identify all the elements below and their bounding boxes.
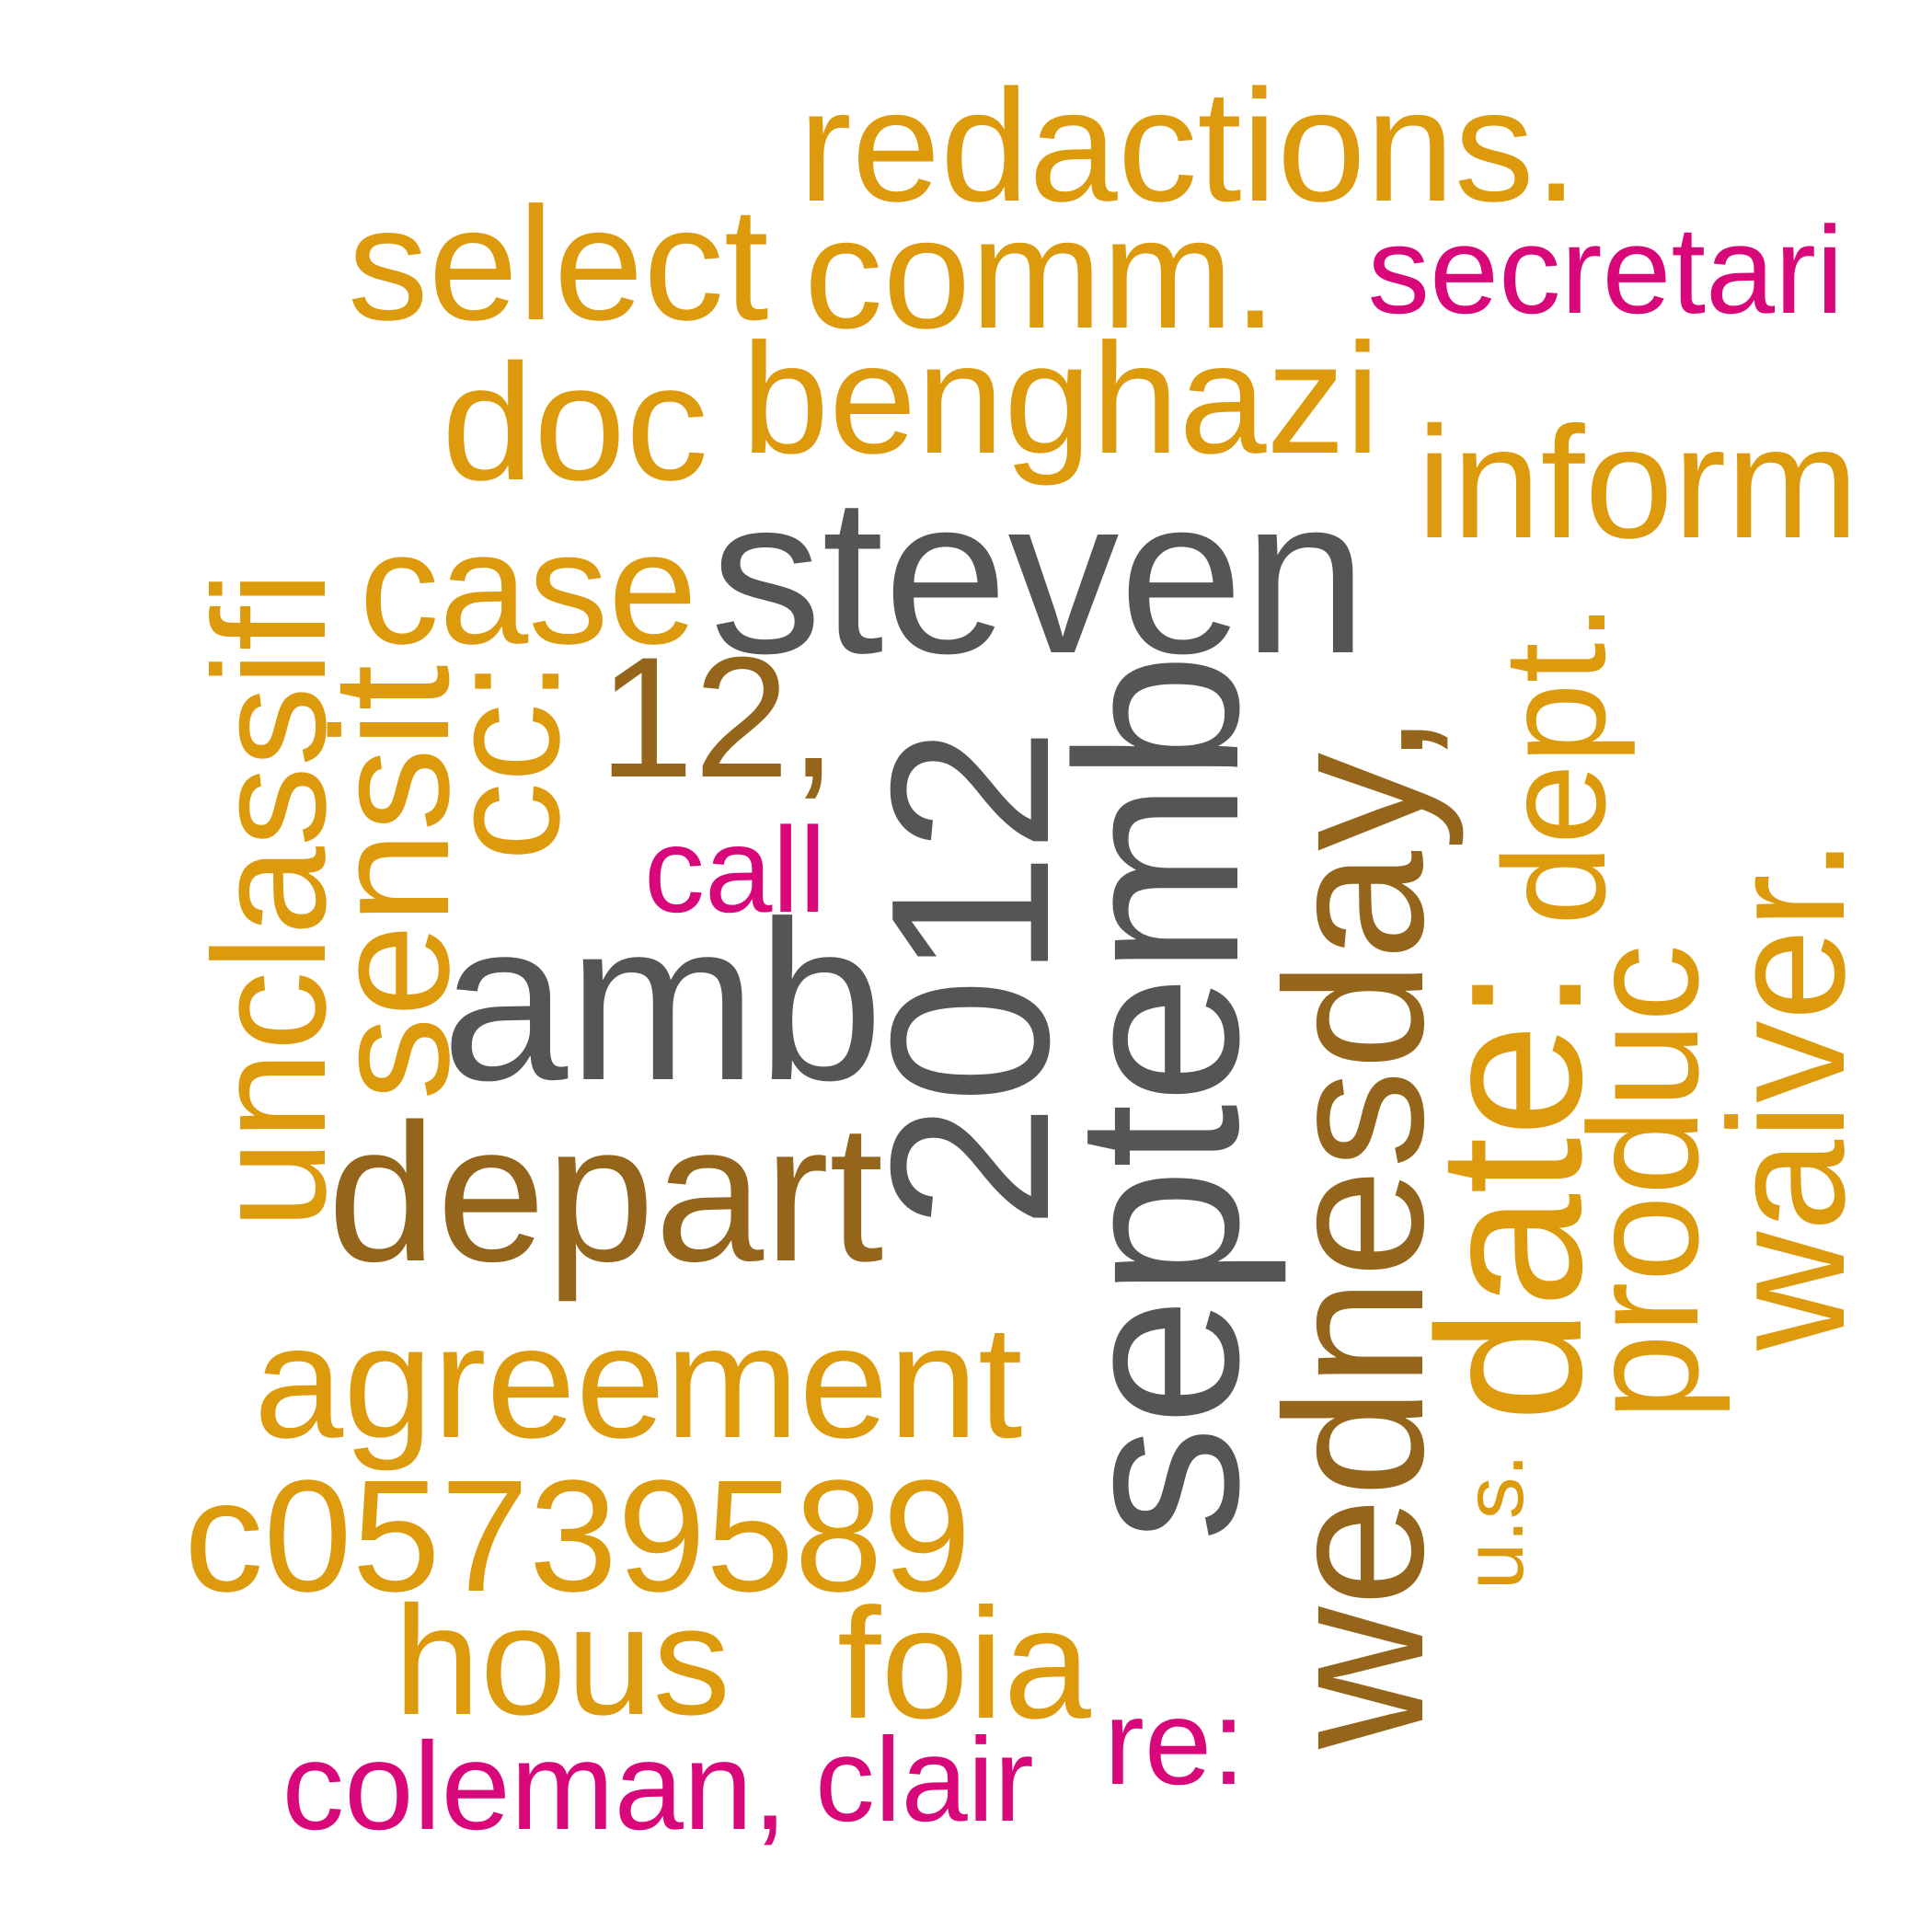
word-secretari: secretari: [1367, 200, 1844, 339]
word-doc: doc: [442, 330, 708, 515]
word-re: re:: [1104, 1674, 1246, 1810]
word-hous: hous: [394, 1572, 730, 1747]
word-foia: foia: [837, 1575, 1091, 1752]
word-agreement: agreement: [254, 1292, 1023, 1472]
word-cc: cc:: [417, 659, 592, 861]
word-select: select: [348, 173, 769, 354]
word-12: 12,: [598, 620, 837, 813]
word-inform: inform: [1417, 393, 1859, 571]
word-depart: depart: [328, 1083, 884, 1303]
word-call: call: [644, 802, 827, 937]
word-comm: comm.: [804, 185, 1278, 362]
word-benghazi: benghazi: [742, 310, 1381, 487]
word-c05739589: c05739589: [184, 1445, 972, 1625]
word-amb: amb: [442, 874, 884, 1128]
word-us: u.s.: [1447, 1453, 1541, 1590]
word-case: case: [359, 499, 697, 677]
word-steven: steven: [710, 452, 1368, 700]
word-clair: clair: [815, 1714, 1034, 1846]
word-dept: dept.: [1474, 602, 1636, 926]
word-septemb: septemb: [1029, 652, 1287, 1542]
word-coleman: coleman,: [282, 1715, 788, 1856]
word-redactions: redactions.: [799, 55, 1579, 235]
word-waiver: waiver.: [1694, 837, 1879, 1351]
